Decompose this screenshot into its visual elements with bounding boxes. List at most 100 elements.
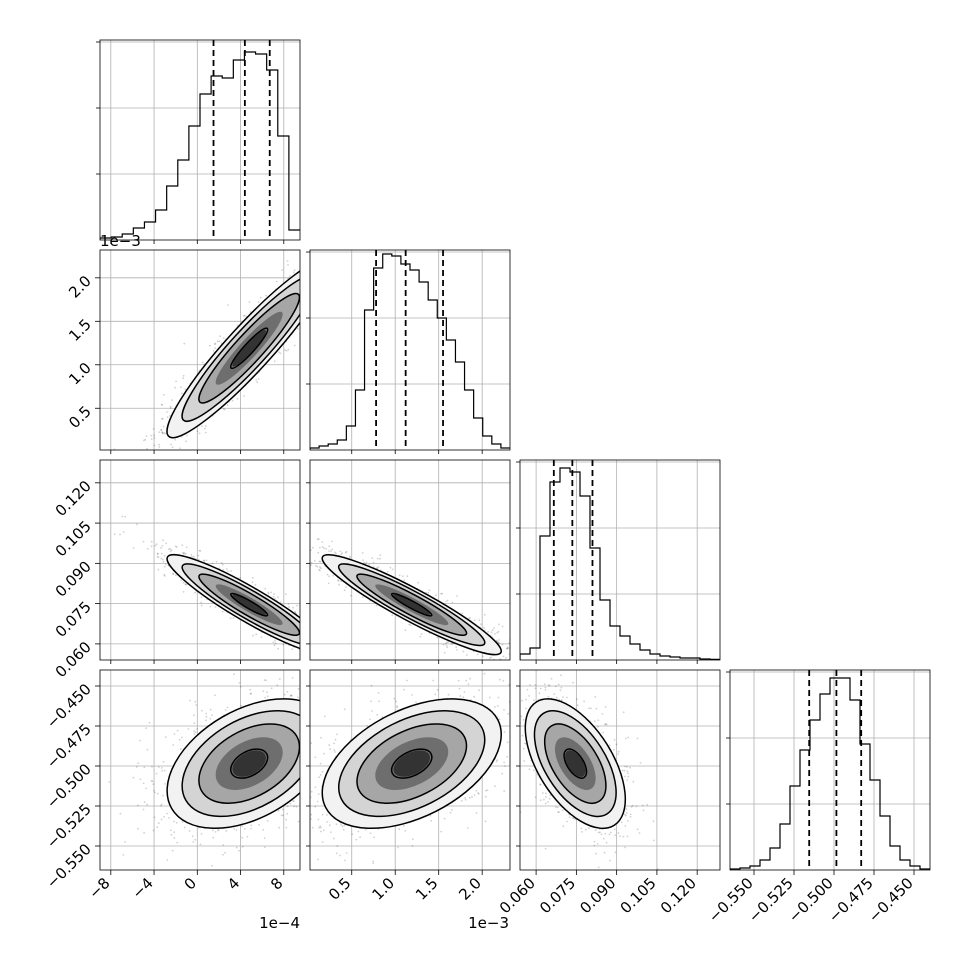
sample-point [313,744,315,746]
sample-point [334,718,336,720]
sample-point [330,277,332,279]
sample-point [302,757,304,759]
sample-point [302,615,304,617]
sample-point [447,641,450,643]
sample-point [160,552,163,555]
sample-point [321,756,323,758]
sample-point [160,429,163,432]
sample-point [243,314,246,317]
sample-point [143,455,145,457]
panel-frame [309,249,511,451]
sample-point [312,635,314,637]
sample-point [174,545,177,548]
sample-point [265,294,267,297]
sample-point [155,452,157,454]
sample-point [155,543,158,545]
sample-point [300,622,302,624]
sample-point [364,675,366,677]
sample-point [293,269,296,271]
sample-point [344,229,346,231]
sample-point [352,665,354,667]
sample-point [313,740,315,742]
histogram-step-2 [520,467,720,660]
sample-point [342,651,344,653]
sample-point [275,280,278,283]
sample-point [184,583,187,585]
sample-point [205,559,208,562]
sample-point [440,592,442,595]
sample-point [222,568,225,571]
sample-point [273,360,276,363]
sample-point [341,264,343,266]
sample-point [276,527,278,529]
sample-point [161,767,163,769]
sample-point [290,694,292,696]
sample-point [307,275,309,277]
sample-point [185,546,188,549]
sample-point [317,661,319,663]
sample-point [307,639,309,641]
sample-point [267,592,270,595]
sample-point [312,727,314,729]
sample-point [391,614,394,617]
sample-point [321,289,323,291]
sample-point [289,802,292,805]
sample-point [225,568,228,570]
sample-point [315,638,317,640]
sample-point [214,342,217,345]
sample-point [369,683,371,685]
contour-line [198,723,300,804]
sample-point [145,787,148,790]
sample-point [333,730,335,732]
sample-point [377,566,380,568]
sample-point [174,386,177,389]
sample-point [301,712,303,714]
sample-point [297,696,299,699]
sample-point [312,760,314,762]
sample-point [278,826,281,829]
sample-point [316,299,318,301]
sample-point [304,317,306,319]
sample-point [305,702,307,704]
sample-point [323,635,325,637]
sample-point [157,822,160,825]
sample-point [158,766,160,768]
sample-point [163,554,166,557]
sample-point [282,814,284,817]
sample-point [498,623,500,626]
sample-point [310,783,312,785]
sample-point [363,561,365,564]
sample-point [249,688,252,691]
sample-point [155,772,158,775]
sample-point [325,822,327,824]
sample-point [506,647,508,650]
sample-point [311,756,313,758]
sample-point [307,292,309,294]
sample-point [273,593,275,595]
sample-point [305,752,307,754]
sample-point [295,559,297,561]
sample-point [321,630,323,632]
sample-point [302,297,304,299]
sample-point [308,620,310,622]
sample-point [347,656,349,658]
sample-point [217,829,220,832]
sample-point [329,269,331,271]
panel-frame [99,669,301,871]
sample-point [357,656,359,658]
sample-point [318,647,320,649]
sample-point [204,427,206,430]
sample-point [262,829,265,831]
sample-point [302,745,304,747]
sample-point [281,269,284,271]
contour-line [181,274,300,423]
sample-point [163,769,166,772]
histogram-step-1 [310,253,510,450]
sample-point [251,576,254,579]
sample-point [311,760,313,762]
sample-point [322,701,324,703]
panel-frame [99,39,301,241]
sample-point [171,849,174,852]
sample-point [302,759,304,761]
sample-point [332,574,334,577]
